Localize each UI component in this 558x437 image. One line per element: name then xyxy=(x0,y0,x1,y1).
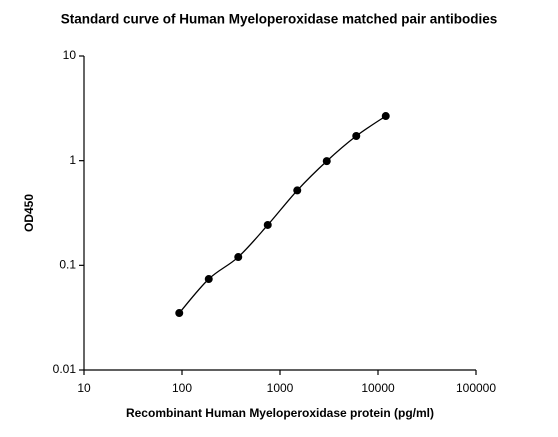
y-axis-label: OD450 xyxy=(22,194,36,232)
data-point xyxy=(381,112,390,121)
data-point xyxy=(204,275,213,284)
x-axis-label: Recombinant Human Myeloperoxidase protei… xyxy=(126,406,434,420)
y-tick-label: 1 xyxy=(69,153,76,167)
x-tick-label: 100 xyxy=(172,381,192,395)
y-tick-label: 10 xyxy=(63,48,77,62)
data-point xyxy=(352,132,361,141)
data-point xyxy=(234,253,243,262)
y-tick-label: 0.1 xyxy=(59,258,76,272)
data-point xyxy=(263,220,272,229)
fit-curve xyxy=(178,115,387,314)
chart-title: Standard curve of Human Myeloperoxidase … xyxy=(61,12,498,27)
data-point xyxy=(175,309,184,318)
x-tick-label: 10000 xyxy=(361,381,395,395)
x-tick-label: 10 xyxy=(77,381,91,395)
x-tick-label: 1000 xyxy=(267,381,294,395)
data-point xyxy=(293,186,302,195)
y-tick-label: 0.01 xyxy=(53,362,77,376)
data-point xyxy=(322,157,331,166)
x-tick-label: 100000 xyxy=(456,381,496,395)
